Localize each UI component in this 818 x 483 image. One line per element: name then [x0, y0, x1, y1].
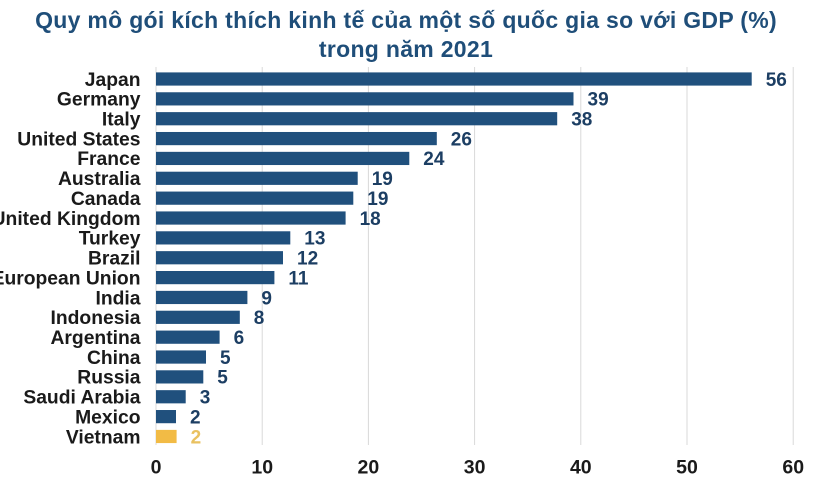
svg-text:Japan: Japan	[85, 70, 141, 91]
svg-text:United States: United States	[17, 129, 140, 150]
svg-text:Germany: Germany	[57, 90, 141, 111]
svg-text:5: 5	[220, 348, 231, 369]
svg-text:Brazil: Brazil	[88, 249, 141, 270]
svg-text:European Union: European Union	[0, 268, 141, 289]
svg-text:Canada: Canada	[71, 189, 141, 210]
svg-text:18: 18	[360, 209, 381, 230]
svg-text:Mexico: Mexico	[75, 407, 141, 428]
svg-text:30: 30	[464, 457, 486, 479]
svg-text:Turkey: Turkey	[79, 229, 141, 250]
svg-text:8: 8	[254, 308, 265, 329]
svg-text:20: 20	[358, 457, 380, 479]
svg-text:26: 26	[451, 129, 472, 150]
svg-text:39: 39	[588, 90, 609, 111]
svg-text:11: 11	[288, 268, 309, 289]
svg-text:5: 5	[217, 368, 228, 389]
svg-text:2: 2	[191, 427, 202, 448]
svg-text:3: 3	[200, 388, 211, 409]
svg-text:24: 24	[423, 149, 445, 170]
svg-text:56: 56	[766, 70, 787, 91]
svg-text:Vietnam: Vietnam	[66, 427, 141, 448]
svg-text:50: 50	[676, 457, 698, 479]
svg-text:Indonesia: Indonesia	[51, 308, 141, 329]
svg-text:10: 10	[251, 457, 273, 479]
svg-text:Australia: Australia	[58, 169, 141, 190]
svg-text:6: 6	[234, 328, 245, 349]
svg-text:60: 60	[782, 457, 804, 479]
svg-text:19: 19	[372, 169, 393, 190]
svg-text:Saudi Arabia: Saudi Arabia	[23, 388, 140, 409]
svg-text:2: 2	[190, 407, 201, 428]
svg-text:India: India	[96, 288, 141, 309]
svg-text:Russia: Russia	[77, 368, 141, 389]
svg-text:38: 38	[571, 110, 592, 131]
svg-text:Argentina: Argentina	[51, 328, 141, 349]
svg-text:France: France	[77, 149, 141, 170]
svg-text:Italy: Italy	[102, 110, 141, 131]
svg-text:40: 40	[570, 457, 592, 479]
svg-text:China: China	[87, 348, 141, 369]
svg-text:9: 9	[261, 288, 272, 309]
svg-text:19: 19	[367, 189, 388, 210]
svg-text:12: 12	[297, 249, 318, 270]
svg-text:0: 0	[151, 457, 162, 479]
svg-text:13: 13	[304, 229, 325, 250]
svg-text:United Kingdom: United Kingdom	[0, 209, 141, 230]
